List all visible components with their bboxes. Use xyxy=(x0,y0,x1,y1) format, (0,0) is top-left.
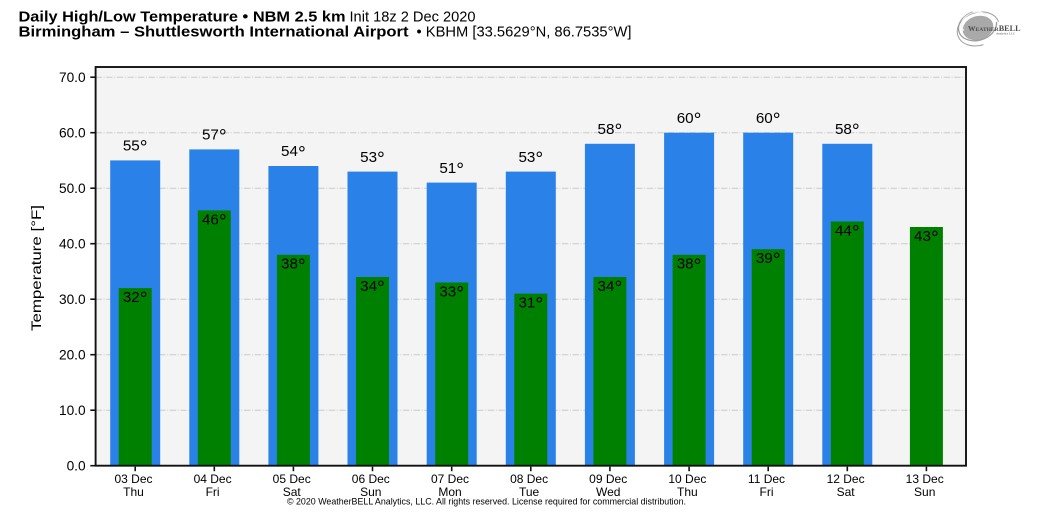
svg-text:46°: 46° xyxy=(202,210,227,232)
svg-text:Thu: Thu xyxy=(123,485,144,499)
svg-text:07 Dec: 07 Dec xyxy=(431,472,469,486)
svg-text:Birmingham – Shuttlesworth Int: Birmingham – Shuttlesworth International… xyxy=(19,24,409,40)
svg-text:20.0: 20.0 xyxy=(59,348,86,363)
svg-text:03 Dec: 03 Dec xyxy=(114,472,152,486)
svg-text:Analytics LLC: Analytics LLC xyxy=(996,32,1015,36)
svg-text:05 Dec: 05 Dec xyxy=(273,472,311,486)
svg-text:34°: 34° xyxy=(598,277,623,299)
svg-text:60°: 60° xyxy=(677,109,702,131)
svg-text:Init 18z 2 Dec 2020: Init 18z 2 Dec 2020 xyxy=(350,10,476,26)
svg-text:09 Dec: 09 Dec xyxy=(589,472,627,486)
svg-text:38°: 38° xyxy=(281,255,306,277)
svg-text:39°: 39° xyxy=(756,249,781,271)
svg-text:Daily High/Low Temperature • N: Daily High/Low Temperature • NBM 2.5 km xyxy=(19,10,346,26)
svg-text:51°: 51° xyxy=(439,159,464,181)
svg-text:• KBHM [33.5629°N, 86.7535°W]: • KBHM [33.5629°N, 86.7535°W] xyxy=(417,24,632,40)
svg-text:58°: 58° xyxy=(835,120,860,142)
svg-text:50.0: 50.0 xyxy=(59,181,86,196)
svg-text:WEATHERBELL: WEATHERBELL xyxy=(968,24,1021,33)
svg-text:13 Dec: 13 Dec xyxy=(906,472,944,486)
svg-text:0.0: 0.0 xyxy=(67,459,86,474)
svg-text:Sat: Sat xyxy=(837,485,856,499)
svg-text:57°: 57° xyxy=(202,126,227,148)
svg-text:33°: 33° xyxy=(439,283,464,305)
svg-text:53°: 53° xyxy=(518,148,543,170)
svg-text:Wed: Wed xyxy=(596,485,620,499)
svg-text:Mon: Mon xyxy=(438,485,461,499)
svg-text:54°: 54° xyxy=(281,142,306,164)
svg-text:44°: 44° xyxy=(835,222,860,244)
svg-text:30.0: 30.0 xyxy=(59,292,86,307)
svg-text:31°: 31° xyxy=(518,294,543,316)
svg-text:53°: 53° xyxy=(360,148,385,170)
svg-text:55°: 55° xyxy=(123,137,148,159)
svg-text:Thu: Thu xyxy=(677,485,698,499)
svg-text:Sat: Sat xyxy=(283,485,302,499)
svg-text:Tue: Tue xyxy=(519,485,540,499)
svg-text:Fri: Fri xyxy=(206,485,220,499)
svg-text:Fri: Fri xyxy=(760,485,774,499)
svg-text:40.0: 40.0 xyxy=(59,237,86,252)
svg-text:34°: 34° xyxy=(360,277,385,299)
svg-text:04 Dec: 04 Dec xyxy=(194,472,232,486)
svg-text:11 Dec: 11 Dec xyxy=(748,472,785,486)
svg-text:10.0: 10.0 xyxy=(59,403,86,418)
svg-text:43°: 43° xyxy=(914,227,939,249)
svg-text:38°: 38° xyxy=(677,255,702,277)
svg-text:70.0: 70.0 xyxy=(59,70,86,85)
svg-text:10 Dec: 10 Dec xyxy=(668,472,706,486)
svg-text:60.0: 60.0 xyxy=(59,126,86,141)
svg-text:© 2020 WeatherBELL Analytics,: © 2020 WeatherBELL Analytics, LLC. All r… xyxy=(287,497,686,508)
svg-text:12 Dec: 12 Dec xyxy=(827,472,865,486)
svg-text:06 Dec: 06 Dec xyxy=(352,472,390,486)
svg-text:60°: 60° xyxy=(756,109,781,131)
svg-text:Temperature [°F]: Temperature [°F] xyxy=(29,205,44,331)
svg-text:Sun: Sun xyxy=(914,485,935,499)
svg-text:08 Dec: 08 Dec xyxy=(510,472,548,486)
svg-text:32°: 32° xyxy=(123,288,148,310)
svg-text:58°: 58° xyxy=(598,120,623,142)
svg-text:Sun: Sun xyxy=(360,485,381,499)
